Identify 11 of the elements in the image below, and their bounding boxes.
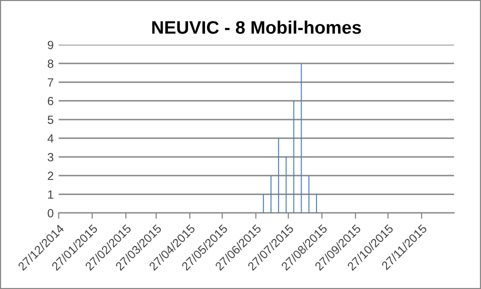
y-tick-label: 7: [48, 78, 54, 86]
y-tick-label: 3: [48, 152, 54, 162]
y-tick-label: 1: [48, 190, 54, 199]
y-tick-label: 8: [48, 60, 54, 68]
y-tick-label: 4: [48, 134, 54, 143]
chart-title: NEUVIC - 8 Mobil-homes: [152, 20, 361, 34]
y-tick-label: 2: [48, 172, 54, 180]
y-tick-label: 5: [48, 116, 54, 124]
y-tick-label: 0: [48, 209, 54, 218]
y-tick-label: 6: [48, 96, 54, 106]
y-tick-label: 9: [48, 40, 54, 50]
